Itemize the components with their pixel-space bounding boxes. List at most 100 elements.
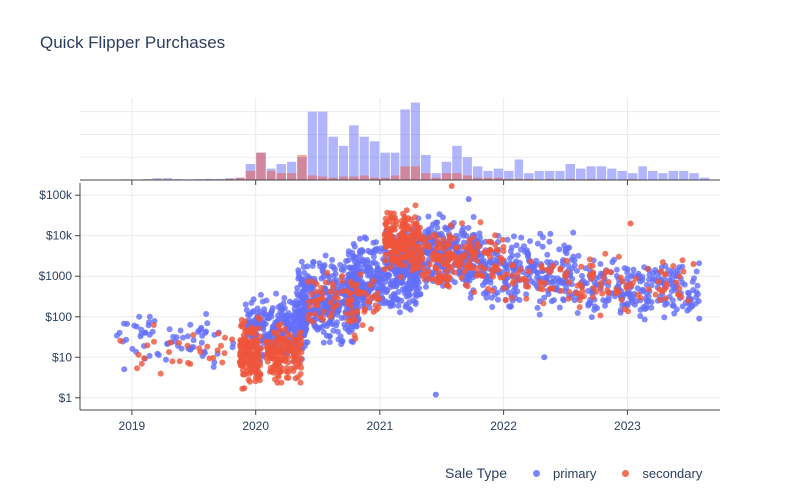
scatter-point-primary xyxy=(337,261,344,268)
scatter-point-secondary xyxy=(597,312,604,319)
scatter-point-secondary xyxy=(627,282,634,289)
scatter-point-primary xyxy=(294,302,301,309)
legend-item-secondary[interactable]: secondary xyxy=(622,466,702,481)
scatter-point-secondary xyxy=(540,300,547,307)
scatter-point-primary xyxy=(695,298,702,305)
scatter-point-primary xyxy=(278,310,285,317)
scatter-point-secondary xyxy=(466,257,473,264)
scatter-point-primary xyxy=(295,267,302,274)
scatter-point-secondary xyxy=(397,273,404,280)
scatter-point-secondary xyxy=(618,296,625,303)
scatter-point-primary xyxy=(693,268,700,275)
scatter-point-secondary xyxy=(241,353,248,360)
scatter-point-primary xyxy=(275,315,282,322)
chart-title: Quick Flipper Purchases xyxy=(40,33,226,52)
scatter-point-secondary xyxy=(355,289,362,295)
scatter-point-primary xyxy=(374,266,381,273)
scatter-point-primary xyxy=(502,278,508,285)
histogram-bar-secondary xyxy=(369,177,380,180)
scatter-point-secondary xyxy=(615,253,622,260)
scatter-point-primary xyxy=(364,265,371,272)
scatter-point-primary xyxy=(346,329,353,335)
scatter-point-secondary xyxy=(256,316,263,323)
histogram-bar-secondary xyxy=(514,178,524,180)
scatter-point-primary xyxy=(689,278,696,285)
scatter-point-secondary xyxy=(349,314,356,321)
scatter-point-primary xyxy=(518,246,524,253)
scatter-point-primary xyxy=(390,291,397,297)
legend-title: Sale Type xyxy=(445,465,508,481)
scatter-point-secondary xyxy=(420,265,427,272)
scatter-point-primary xyxy=(583,280,590,287)
scatter-point-secondary xyxy=(444,258,451,265)
histogram-bar-primary xyxy=(596,166,607,180)
scatter-points xyxy=(113,183,703,398)
histogram-bar-secondary xyxy=(524,178,534,180)
scatter-point-primary xyxy=(302,327,309,334)
scatter-point-secondary xyxy=(367,282,374,289)
histogram-bar-secondary xyxy=(307,175,317,180)
scatter-point-primary xyxy=(249,319,256,326)
scatter-point-secondary xyxy=(287,346,294,353)
scatter-point-primary xyxy=(298,294,305,301)
scatter-point-primary xyxy=(465,196,472,203)
scatter-point-secondary xyxy=(383,220,390,227)
scatter-point-primary xyxy=(250,308,257,315)
scatter-point-secondary xyxy=(339,273,346,279)
scatter-point-secondary xyxy=(396,250,403,257)
scatter-point-secondary xyxy=(229,336,236,343)
histogram-bar-secondary xyxy=(224,178,235,180)
scatter-point-secondary xyxy=(411,244,418,251)
scatter-point-primary xyxy=(320,329,327,336)
scatter-point-primary xyxy=(423,283,429,290)
histogram-bar-secondary xyxy=(452,173,462,180)
scatter-point-primary xyxy=(294,308,301,315)
scatter-point-primary xyxy=(546,238,553,245)
scatter-point-secondary xyxy=(157,370,164,377)
scatter-point-secondary xyxy=(550,262,557,269)
scatter-point-primary xyxy=(260,320,267,326)
scatter-point-primary xyxy=(624,269,631,276)
histogram-bar-primary xyxy=(317,111,328,180)
scatter-point-secondary xyxy=(546,286,553,292)
scatter-point-primary xyxy=(270,323,277,330)
scatter-point-secondary xyxy=(371,293,377,300)
histogram-bar-secondary xyxy=(483,177,493,180)
scatter-point-secondary xyxy=(347,290,353,297)
scatter-point-primary xyxy=(294,284,301,291)
scatter-point-secondary xyxy=(311,311,318,317)
scatter-point-secondary xyxy=(662,295,669,302)
scatter-point-primary xyxy=(637,313,644,319)
scatter-point-primary xyxy=(539,243,546,250)
scatter-point-primary xyxy=(370,270,377,277)
scatter-point-secondary xyxy=(324,269,331,276)
scatter-point-secondary xyxy=(294,374,301,381)
scatter-point-secondary xyxy=(254,337,261,344)
histogram-bar-primary xyxy=(431,173,441,180)
scatter-point-primary xyxy=(343,258,350,265)
scatter-point-secondary xyxy=(249,353,256,360)
scatter-point-primary xyxy=(279,306,286,313)
histogram-bar-primary xyxy=(369,141,380,180)
scatter-point-secondary xyxy=(670,263,677,269)
scatter-point-primary xyxy=(184,333,191,340)
scatter-point-primary xyxy=(243,307,250,313)
histogram-bar-primary xyxy=(390,152,400,180)
scatter-point-secondary xyxy=(390,221,397,228)
scatter-point-primary xyxy=(197,326,204,333)
y-tick-label: $10k xyxy=(46,229,73,243)
histogram-bar-primary xyxy=(638,166,647,180)
scatter-point-primary xyxy=(364,257,371,263)
histogram-bar-secondary xyxy=(276,173,287,180)
scatter-point-secondary xyxy=(327,299,334,306)
scatter-point-primary xyxy=(541,294,548,301)
scatter-point-secondary xyxy=(602,250,609,257)
scatter-point-secondary xyxy=(297,379,304,386)
scatter-point-primary xyxy=(575,252,582,259)
scatter-point-secondary xyxy=(268,344,275,351)
scatter-point-secondary xyxy=(297,329,304,336)
scatter-point-secondary xyxy=(407,248,414,255)
legend-item-primary[interactable]: primary xyxy=(533,466,596,481)
scatter-point-secondary xyxy=(295,346,302,353)
scatter-point-primary xyxy=(690,287,697,293)
